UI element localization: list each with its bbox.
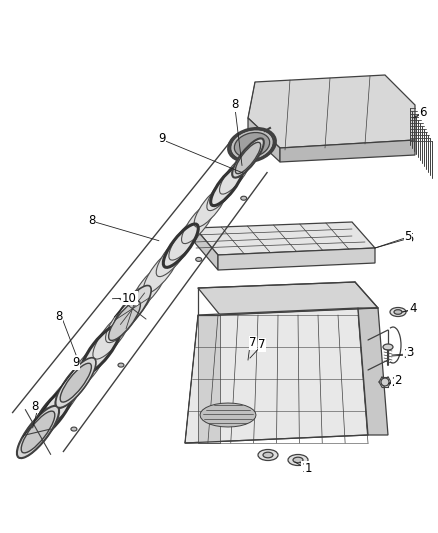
- Ellipse shape: [42, 374, 83, 425]
- Polygon shape: [248, 118, 280, 162]
- Text: 7: 7: [258, 338, 266, 351]
- Text: 9: 9: [158, 132, 166, 144]
- Ellipse shape: [80, 327, 119, 376]
- Ellipse shape: [207, 170, 240, 211]
- Text: 8: 8: [231, 99, 239, 111]
- Ellipse shape: [93, 311, 131, 359]
- Polygon shape: [195, 222, 375, 255]
- Ellipse shape: [106, 296, 143, 343]
- Ellipse shape: [131, 264, 167, 310]
- Ellipse shape: [232, 139, 264, 177]
- Ellipse shape: [71, 427, 77, 431]
- Polygon shape: [220, 308, 378, 315]
- Ellipse shape: [258, 449, 278, 461]
- Ellipse shape: [55, 359, 95, 409]
- Text: 3: 3: [406, 346, 413, 359]
- Text: 8: 8: [31, 400, 39, 413]
- Text: 10: 10: [122, 292, 137, 304]
- Ellipse shape: [30, 390, 71, 442]
- Ellipse shape: [288, 455, 308, 465]
- Polygon shape: [218, 248, 375, 270]
- Ellipse shape: [234, 133, 270, 157]
- Text: 8: 8: [88, 214, 95, 227]
- Text: 1: 1: [304, 463, 312, 475]
- Ellipse shape: [196, 257, 202, 261]
- Polygon shape: [248, 75, 415, 148]
- Ellipse shape: [118, 363, 124, 367]
- Polygon shape: [280, 140, 415, 162]
- Ellipse shape: [230, 130, 274, 160]
- Ellipse shape: [394, 310, 402, 314]
- Text: 9: 9: [72, 357, 80, 369]
- Ellipse shape: [293, 457, 303, 463]
- Text: 6: 6: [419, 107, 427, 119]
- Text: 5: 5: [406, 231, 413, 245]
- Text: 2: 2: [394, 375, 402, 387]
- Text: 2: 2: [391, 376, 399, 390]
- Ellipse shape: [156, 233, 191, 277]
- Text: 4: 4: [408, 303, 416, 317]
- Polygon shape: [200, 403, 256, 427]
- Ellipse shape: [17, 406, 59, 458]
- Text: 4: 4: [409, 303, 417, 316]
- Ellipse shape: [219, 154, 252, 194]
- Ellipse shape: [235, 142, 261, 174]
- Ellipse shape: [118, 280, 155, 326]
- Ellipse shape: [381, 378, 389, 386]
- Text: 5: 5: [404, 230, 412, 244]
- Ellipse shape: [383, 344, 393, 350]
- Ellipse shape: [114, 286, 151, 332]
- Polygon shape: [195, 228, 218, 270]
- Ellipse shape: [241, 196, 247, 200]
- Ellipse shape: [60, 364, 92, 402]
- Ellipse shape: [109, 301, 141, 341]
- Ellipse shape: [56, 358, 96, 408]
- Text: 10: 10: [123, 292, 138, 304]
- Text: 3: 3: [403, 349, 411, 361]
- Ellipse shape: [169, 217, 204, 260]
- Ellipse shape: [67, 343, 107, 392]
- Text: 1: 1: [301, 462, 309, 474]
- Ellipse shape: [181, 201, 215, 244]
- Polygon shape: [358, 308, 388, 435]
- Ellipse shape: [194, 185, 228, 227]
- Ellipse shape: [144, 248, 180, 293]
- Ellipse shape: [232, 139, 264, 177]
- Ellipse shape: [17, 406, 59, 458]
- Ellipse shape: [390, 308, 406, 317]
- Polygon shape: [198, 315, 220, 443]
- Text: 7: 7: [249, 336, 257, 350]
- Ellipse shape: [21, 411, 55, 453]
- Text: 6: 6: [419, 106, 427, 118]
- Text: 8: 8: [55, 310, 63, 322]
- Polygon shape: [185, 308, 368, 443]
- Ellipse shape: [263, 452, 273, 458]
- Polygon shape: [198, 282, 378, 315]
